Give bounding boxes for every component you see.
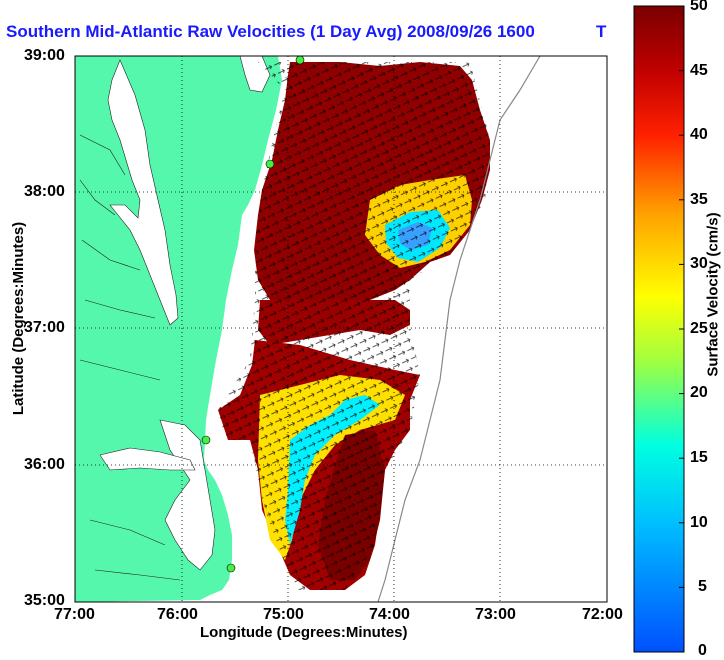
cbar-tick-30: 30 — [690, 255, 708, 272]
cbar-tick-15: 15 — [690, 449, 708, 466]
title-tail: T — [596, 22, 607, 41]
river-1 — [79, 134, 181, 581]
velocity-arrows — [218, 62, 490, 590]
colorbar-label: Surface Velocity (cm/s) — [704, 212, 722, 377]
map-title: Southern Mid-Atlantic Raw Velocities (1 … — [6, 22, 535, 41]
albemarle-sound — [99, 447, 196, 471]
cbar-tick-5: 5 — [698, 578, 707, 595]
cbar-tick-25: 25 — [690, 320, 708, 337]
cbar-tick-45: 45 — [690, 62, 708, 79]
cbar-tick-40: 40 — [690, 126, 708, 143]
cbar-tick-50: 50 — [690, 0, 708, 14]
x-tick-75: 75:00 — [263, 606, 304, 623]
shelf-contour — [377, 56, 541, 602]
x-axis-label: Longitude (Degrees:Minutes) — [200, 624, 408, 641]
y-axis-label: Latitude (Degrees:Minutes) — [10, 221, 28, 416]
colorbar-ticks — [679, 5, 684, 653]
x-tick-76: 76:00 — [157, 606, 198, 623]
x-tick-77: 77:00 — [54, 606, 95, 623]
cbar-tick-20: 20 — [690, 384, 708, 401]
station-4 — [226, 563, 236, 573]
y-tick-39: 39:00 — [24, 47, 65, 64]
chesapeake-bay — [107, 59, 179, 326]
x-tick-73: 73:00 — [475, 606, 516, 623]
x-tick-74: 74:00 — [369, 606, 410, 623]
grid-lines — [75, 56, 607, 602]
pamlico-sound — [159, 419, 216, 571]
y-tick-35: 35:00 — [24, 592, 65, 609]
x-tick-72: 72:00 — [582, 606, 623, 623]
station-2 — [265, 159, 275, 169]
y-tick-38: 38:00 — [24, 183, 65, 200]
cbar-tick-10: 10 — [690, 514, 708, 531]
y-tick-36: 36:00 — [24, 456, 65, 473]
colorbar — [633, 5, 685, 653]
station-1 — [295, 56, 305, 65]
y-tick-37: 37:00 — [24, 319, 65, 336]
cbar-tick-0: 0 — [698, 642, 707, 659]
station-3 — [201, 435, 211, 445]
cbar-tick-35: 35 — [690, 191, 708, 208]
